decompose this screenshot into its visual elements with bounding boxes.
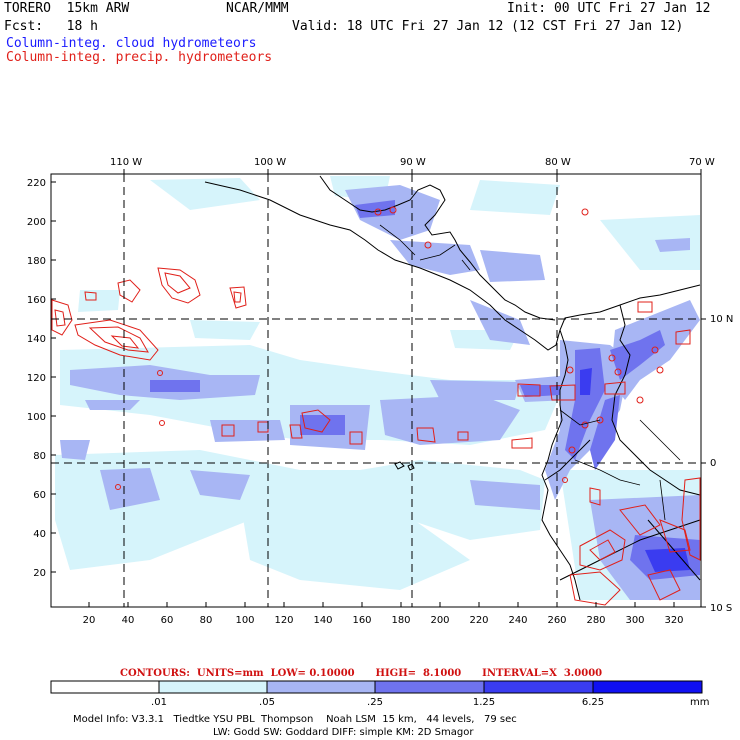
- grid-y-label: 220: [27, 178, 46, 189]
- bottom-grid-labels: 20 40 60 80 100 120 140 160 180 200 220 …: [83, 615, 684, 626]
- grid-y-label: 180: [27, 256, 46, 267]
- colorbar-swatch-1: [51, 681, 159, 693]
- colorbar-unit: mm: [690, 697, 709, 708]
- grid-y-label: 40: [33, 529, 46, 540]
- grid-x-label: 20: [83, 615, 96, 626]
- lat-label-10n: 10 N: [710, 314, 733, 325]
- cloud-shading: [55, 176, 700, 600]
- grid-x-label: 240: [508, 615, 527, 626]
- colorbar: .01 .05 .25 1.25 6.25 mm: [50, 680, 709, 708]
- forecast-hour: Fcst: 18 h: [4, 19, 98, 34]
- grid-x-label: 140: [313, 615, 332, 626]
- colorbar-swatch-2: [159, 681, 267, 693]
- grid-x-label: 180: [391, 615, 410, 626]
- lat-label-10s: 10 S: [710, 603, 732, 614]
- init-time: Init: 00 UTC Fri 27 Jan 12: [507, 1, 711, 16]
- grid-y-label: 120: [27, 373, 46, 384]
- grid-x-label: 100: [235, 615, 254, 626]
- grid-x-label: 120: [274, 615, 293, 626]
- grid-y-label: 100: [27, 412, 46, 423]
- colorbar-swatch-6: [593, 681, 702, 693]
- grid-x-label: 300: [625, 615, 644, 626]
- model-info-line2: LW: Godd SW: Goddard DIFF: simple KM: 2D…: [213, 727, 474, 738]
- colorbar-swatch-4: [375, 681, 484, 693]
- colorbar-swatch-5: [484, 681, 593, 693]
- valid-time: Valid: 18 UTC Fri 27 Jan 12 (12 CST Fri …: [292, 19, 684, 34]
- precip-field-label: Column-integ. precip. hydrometeors: [6, 50, 273, 65]
- colorbar-tick: 6.25: [582, 697, 604, 708]
- colorbar-tick: 1.25: [473, 697, 495, 708]
- grid-y-label: 20: [33, 568, 46, 579]
- latlon-grid: [51, 174, 701, 607]
- grid-x-label: 260: [547, 615, 566, 626]
- grid-x-label: 320: [664, 615, 683, 626]
- lon-label-70w: 70 W: [689, 157, 715, 168]
- cloud-field-label: Column-integ. cloud hydrometeors: [6, 36, 257, 51]
- grid-x-label: 60: [161, 615, 174, 626]
- model-title: TORERO 15km ARW: [4, 1, 130, 16]
- map-frame: [50, 173, 702, 608]
- grid-y-label: 60: [33, 490, 46, 501]
- lon-label-80w: 80 W: [545, 157, 571, 168]
- contour-info: CONTOURS: UNITS=mm LOW= 0.10000 HIGH= 8.…: [120, 668, 602, 679]
- grid-y-label: 200: [27, 217, 46, 228]
- lon-label-100w: 100 W: [254, 157, 286, 168]
- lat-label-0: 0: [710, 458, 716, 469]
- precip-cells: [115, 206, 664, 490]
- colorbar-tick: .05: [259, 697, 275, 708]
- grid-x-label: 80: [200, 615, 213, 626]
- left-grid-labels: 220 200 180 160 140 120 100 80 60 40 20: [27, 178, 46, 579]
- colorbar-tick: .01: [151, 697, 167, 708]
- axis-ticks: [51, 169, 706, 608]
- grid-x-label: 40: [122, 615, 135, 626]
- grid-y-label: 140: [27, 334, 46, 345]
- grid-y-label: 80: [33, 451, 46, 462]
- grid-x-label: 200: [430, 615, 449, 626]
- colorbar-frame: [50, 680, 703, 694]
- model-info-line1: Model Info: V3.3.1 Tiedtke YSU PBL Thomp…: [73, 714, 517, 725]
- borders: [379, 224, 681, 521]
- grid-x-label: 160: [352, 615, 371, 626]
- grid-x-label: 280: [586, 615, 605, 626]
- grid-x-label: 220: [469, 615, 488, 626]
- colorbar-tick: .25: [367, 697, 383, 708]
- colorbar-swatch-3: [267, 681, 375, 693]
- grid-y-label: 160: [27, 295, 46, 306]
- org-label: NCAR/MMM: [226, 1, 289, 16]
- lon-label-110w: 110 W: [110, 157, 142, 168]
- precip-contours: [51, 267, 701, 606]
- lon-label-90w: 90 W: [400, 157, 426, 168]
